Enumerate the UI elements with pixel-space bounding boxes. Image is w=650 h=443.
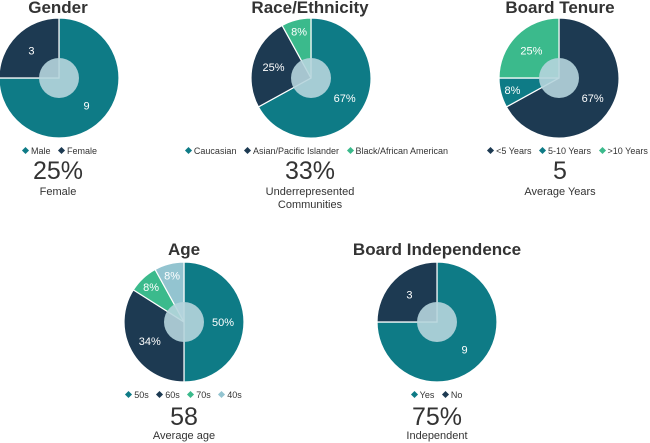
pie-chart-tenure: 67% 8% 25% — [498, 17, 620, 139]
legend-marker — [410, 390, 418, 399]
pie-chart-age: 50% 34% 8% 8% — [123, 261, 245, 383]
data-label: 8% — [291, 27, 307, 39]
legend-label: <5 Years — [496, 146, 532, 156]
pie-slice-female — [0, 17, 60, 79]
legend-label: 40s — [227, 390, 242, 400]
data-label: 8% — [505, 85, 521, 97]
data-label: 8% — [143, 282, 159, 294]
legend-independence: Yes No — [277, 390, 597, 400]
legend-entry: No — [441, 390, 463, 400]
data-label: 3 — [406, 289, 412, 301]
legend-label: Asian/Pacific Islander — [252, 146, 340, 156]
legend-tenure: <5 Years 5-10 Years >10 Years — [408, 146, 650, 156]
legend-label: >10 Years — [607, 146, 648, 156]
stat-caption: Underrepresented Communities — [265, 186, 355, 211]
stat-value: 58 — [170, 403, 198, 431]
pie-center — [39, 58, 79, 98]
legend-entry: Caucasian — [184, 146, 237, 156]
legend-label: Yes — [419, 390, 435, 400]
pie-slice-yes — [376, 261, 498, 383]
pie-center — [291, 58, 331, 98]
chart-title: Board Independence — [352, 240, 522, 259]
data-label: 50% — [212, 317, 234, 329]
pie-chart-independence: 93 — [376, 261, 498, 383]
stat-value: 75% — [411, 403, 463, 431]
chart-title: Gender — [28, 0, 88, 17]
legend-label: Caucasian — [193, 146, 237, 156]
legend-marker — [538, 146, 547, 155]
legend-marker — [184, 146, 192, 155]
data-label: 67% — [582, 93, 604, 105]
legend-label: 5-10 Years — [547, 146, 592, 156]
legend-marker — [21, 146, 30, 155]
legend-entry: >10 Years — [598, 146, 648, 156]
data-label: 67% — [334, 93, 356, 105]
stat-value: 25% — [32, 157, 84, 185]
legend-marker — [125, 390, 133, 399]
legend-label: No — [450, 390, 463, 400]
legend-entry: 50s — [125, 390, 149, 400]
pie-center — [164, 302, 204, 342]
stat-caption: Independent — [406, 430, 468, 442]
legend-entry: 70s — [187, 390, 211, 400]
legend-label: Black/African American — [355, 146, 449, 156]
legend-marker — [487, 146, 495, 155]
legend-marker — [441, 390, 449, 399]
legend-entry: Male — [21, 146, 51, 156]
legend-gender: Male Female — [0, 146, 220, 156]
legend-entry: 40s — [218, 390, 242, 400]
legend-label: Male — [30, 146, 51, 156]
data-label: 8% — [164, 271, 180, 283]
data-label: 9 — [84, 101, 90, 113]
legend-entry: 60s — [156, 390, 180, 400]
stat-value: 33% — [284, 157, 336, 185]
chart-title: Board Tenure — [505, 0, 615, 17]
stat-caption: Female — [39, 186, 77, 198]
data-label: 25% — [262, 62, 284, 74]
chart-title: Age — [167, 240, 201, 259]
legend-race: Caucasian Asian/Pacific Islander Black/A… — [157, 146, 477, 156]
legend-label: 70s — [196, 390, 211, 400]
legend-entry: Black/African American — [346, 146, 449, 156]
legend-entry: Asian/Pacific Islander — [243, 146, 340, 156]
legend-label: 60s — [165, 390, 180, 400]
legend-marker — [218, 390, 226, 399]
legend-entry: <5 Years — [487, 146, 532, 156]
pie-slice-asian-pacific-islander — [250, 24, 312, 108]
pie-center — [417, 302, 457, 342]
data-label: 9 — [462, 345, 468, 357]
chart-title: Race/Ethnicity — [251, 0, 369, 17]
data-label: 25% — [520, 45, 542, 57]
legend-label: Female — [67, 146, 98, 156]
legend-entry: Yes — [410, 390, 435, 400]
legend-marker — [346, 146, 354, 155]
pie-chart-race: 67% 25% 8% — [250, 17, 372, 139]
legend-marker — [156, 390, 164, 399]
stat-value: 5 — [553, 157, 567, 185]
pie-slice-no — [376, 261, 438, 323]
data-label: 3 — [28, 45, 34, 57]
legend-age: 50s 60s 70s 40s — [24, 390, 344, 400]
legend-label: 50s — [134, 390, 149, 400]
legend-marker — [243, 146, 252, 155]
pie-slice--10-years — [498, 17, 560, 79]
legend-marker — [598, 146, 606, 155]
stat-caption: Average age — [152, 430, 216, 442]
legend-entry: 5-10 Years — [538, 146, 592, 156]
legend-marker — [57, 146, 66, 155]
legend-entry: Female — [57, 146, 98, 156]
pie-center — [539, 58, 579, 98]
pie-slice-50s — [183, 261, 245, 383]
pie-chart-gender: 93 — [0, 17, 120, 139]
legend-marker — [187, 390, 195, 399]
data-label: 34% — [139, 336, 161, 348]
stat-caption: Average Years — [524, 186, 596, 198]
